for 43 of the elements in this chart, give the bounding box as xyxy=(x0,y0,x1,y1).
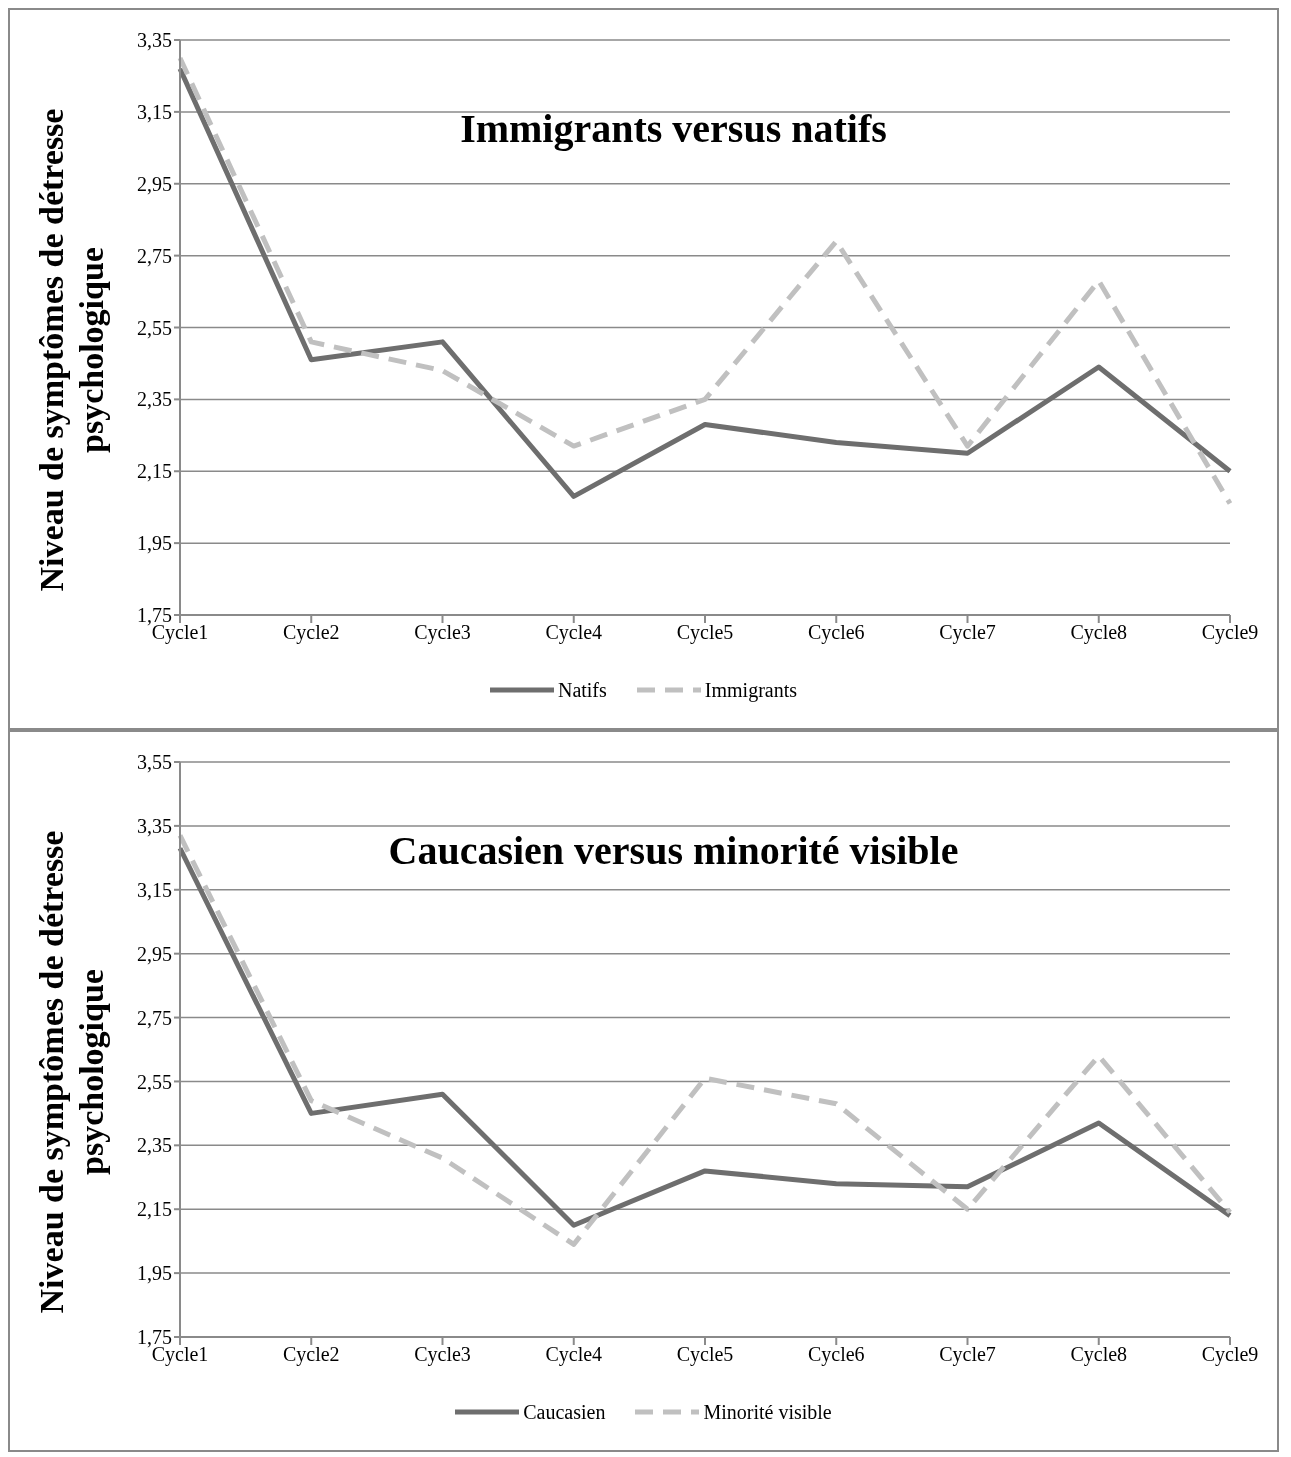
y-tick-label: 2,55 xyxy=(137,1070,172,1093)
y-tick-label: 2,35 xyxy=(137,388,172,411)
legend-label: Immigrants xyxy=(704,678,798,702)
x-tick-label: Cycle4 xyxy=(545,1343,603,1367)
y-tick-label: 1,95 xyxy=(137,532,172,555)
x-tick-label: Cycle5 xyxy=(676,621,734,645)
x-tick-label: Cycle1 xyxy=(151,1343,209,1367)
y-axis-title: Niveau de symptômes de détresse psychologique xyxy=(32,829,111,1316)
x-tick-label: Cycle7 xyxy=(939,621,996,645)
x-tick-label: Cycle7 xyxy=(939,1343,996,1367)
x-tick-label: Cycle4 xyxy=(545,621,603,645)
y-tick-label: 2,35 xyxy=(137,1134,172,1157)
x-tick-label: Cycle2 xyxy=(282,1343,340,1367)
y-tick-label: 1,95 xyxy=(137,1262,172,1285)
legend-label: Caucasien xyxy=(523,1400,606,1424)
x-tick-label: Cycle3 xyxy=(414,1343,471,1367)
y-tick-label: 2,15 xyxy=(137,1198,172,1221)
y-axis-title: Niveau de symptômes de détresse psychologique xyxy=(32,107,111,594)
y-tick-label: 3,15 xyxy=(137,878,172,901)
y-tick-label: 2,15 xyxy=(137,460,172,483)
legend-label: Natifs xyxy=(557,678,607,702)
x-tick-label: Cycle6 xyxy=(807,621,865,645)
legend-label: Minorité visible xyxy=(703,1400,832,1424)
x-tick-label: Cycle2 xyxy=(282,621,340,645)
y-tick-label: 2,55 xyxy=(137,316,172,339)
y-tick-label: 3,15 xyxy=(137,100,172,123)
text: Caucasien versus minorité visible xyxy=(388,828,959,873)
y-tick-label: 3,35 xyxy=(137,29,172,52)
y-tick-label: 3,55 xyxy=(137,751,172,774)
x-tick-label: Cycle9 xyxy=(1201,621,1259,645)
y-tick-label: 2,95 xyxy=(137,942,172,965)
text: Immigrants versus natifs xyxy=(460,106,887,151)
x-tick-label: Cycle8 xyxy=(1070,1343,1128,1367)
y-tick-label: 2,95 xyxy=(137,172,172,195)
y-tick-label: 3,35 xyxy=(137,814,172,837)
y-tick-label: 2,75 xyxy=(137,244,172,267)
x-tick-label: Cycle3 xyxy=(414,621,471,645)
x-tick-label: Cycle1 xyxy=(151,621,209,645)
x-tick-label: Cycle5 xyxy=(676,1343,734,1367)
x-tick-label: Cycle9 xyxy=(1201,1343,1259,1367)
y-tick-label: 2,75 xyxy=(137,1006,172,1029)
x-tick-label: Cycle6 xyxy=(807,1343,865,1367)
x-tick-label: Cycle8 xyxy=(1070,621,1128,645)
